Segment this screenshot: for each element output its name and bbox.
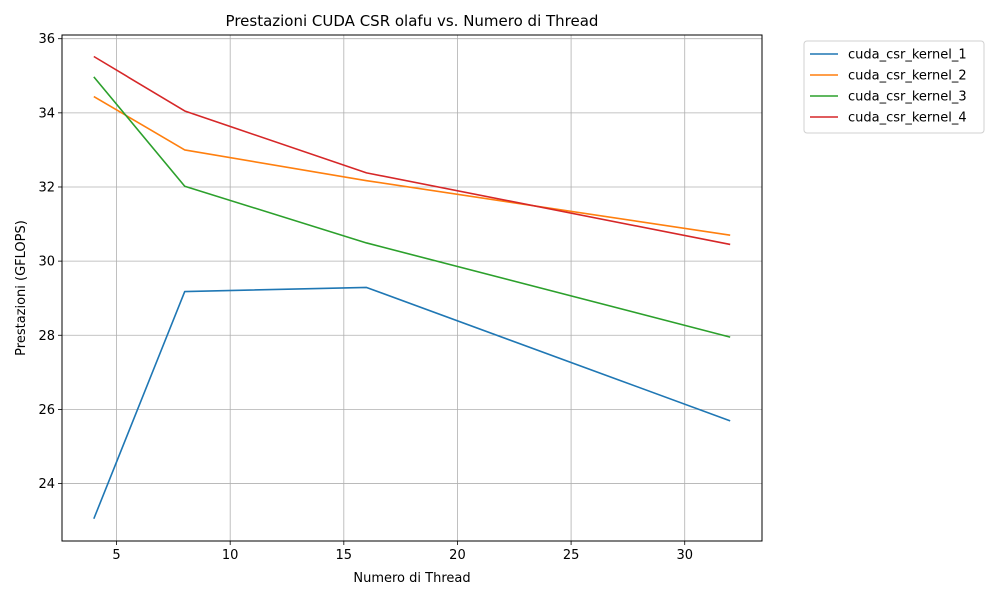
y-tick-label: 30 xyxy=(38,255,55,270)
series-line-4 xyxy=(93,55,731,246)
legend-box xyxy=(803,40,985,134)
y-tick-label: 26 xyxy=(38,403,55,418)
grid xyxy=(62,35,762,541)
series-line-2 xyxy=(93,95,731,236)
y-tick-label: 24 xyxy=(38,477,55,492)
chart-title: Prestazioni CUDA CSR olafu vs. Numero di… xyxy=(226,12,599,30)
x-tick-label: 25 xyxy=(563,548,580,563)
y-tick-label: 36 xyxy=(38,32,55,47)
x-tick-label: 30 xyxy=(676,548,693,563)
legend-label: cuda_csr_kernel_3 xyxy=(848,90,967,105)
y-axis-label: Prestazioni (GFLOPS) xyxy=(14,220,29,356)
series-line-1 xyxy=(93,286,731,520)
x-axis-ticks: 5 10 15 20 25 30 xyxy=(112,541,693,563)
series-lines xyxy=(93,55,731,520)
legend-label: cuda_csr_kernel_2 xyxy=(848,69,967,84)
plot-frame xyxy=(61,34,763,542)
legend: cuda_csr_kernel_1 cuda_csr_kernel_2 cuda_c… xyxy=(803,40,985,134)
x-tick-label: 10 xyxy=(222,548,239,563)
y-tick-label: 32 xyxy=(38,180,55,195)
x-tick-label: 5 xyxy=(112,548,120,563)
series-line-3 xyxy=(93,76,731,338)
x-tick-label: 15 xyxy=(336,548,353,563)
legend-label: cuda_csr_kernel_4 xyxy=(848,111,967,126)
y-tick-label: 28 xyxy=(38,329,55,344)
legend-label: cuda_csr_kernel_1 xyxy=(848,48,967,63)
y-axis-ticks: 24 26 28 30 32 34 36 xyxy=(38,32,62,492)
x-tick-label: 20 xyxy=(449,548,466,563)
y-tick-label: 34 xyxy=(38,106,55,121)
x-axis-label: Numero di Thread xyxy=(353,571,470,586)
